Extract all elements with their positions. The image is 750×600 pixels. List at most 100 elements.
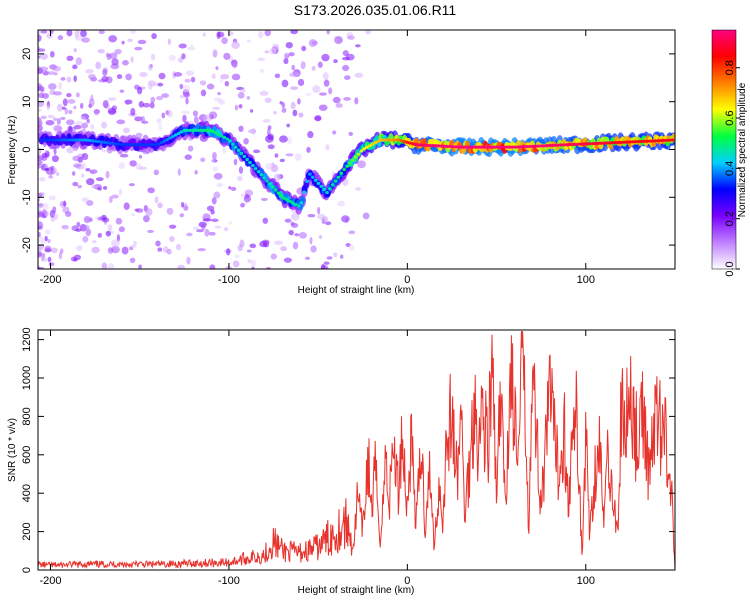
heatmap-noise-cell bbox=[155, 240, 161, 247]
heatmap-noise-cell bbox=[253, 149, 261, 154]
heatmap-ridge-core bbox=[111, 141, 115, 146]
heatmap-noise-cell bbox=[122, 59, 129, 66]
heatmap-noise-cell bbox=[325, 221, 332, 226]
heatmap-noise-cell bbox=[310, 245, 317, 253]
heatmap-noise-cell bbox=[211, 197, 217, 205]
heatmap-ridge-core bbox=[162, 139, 167, 143]
heatmap-ridge-core bbox=[359, 149, 364, 153]
heatmap-noise-cell bbox=[127, 38, 133, 43]
heatmap-noise-cell bbox=[75, 92, 80, 98]
heatmap-noise-cell bbox=[52, 206, 57, 214]
heatmap-noise-cell bbox=[157, 82, 164, 87]
heatmap-noise-cell bbox=[201, 224, 206, 230]
colorbar-ticks: 0.0 0.2 0.4 0.6 0.8 bbox=[724, 60, 740, 277]
heatmap-noise-cell bbox=[317, 61, 323, 68]
heatmap-noise-cell bbox=[50, 247, 58, 254]
heatmap-ridge-core bbox=[273, 188, 278, 192]
heatmap-noise-cell bbox=[116, 234, 120, 242]
heatmap-noise-cell bbox=[234, 254, 240, 259]
heatmap-noise-cell bbox=[66, 30, 73, 37]
heatmap-noise-cell bbox=[47, 256, 52, 263]
heatmap-noise-cell bbox=[320, 265, 329, 269]
heatmap-ridge-core bbox=[616, 140, 621, 145]
heatmap-ridge-core bbox=[479, 145, 484, 149]
heatmap-noise-cell bbox=[128, 183, 135, 187]
heatmap-ridge-core bbox=[71, 138, 75, 142]
heatmap-noise-cell bbox=[283, 52, 289, 59]
figure-title: S173.2026.035.01.06.R11 bbox=[294, 2, 457, 18]
heatmap-noise-cell bbox=[108, 196, 113, 204]
snr-xtick-label: -200 bbox=[39, 575, 61, 587]
heatmap-noise-cell bbox=[134, 84, 140, 90]
heatmap-noise-cell bbox=[68, 109, 73, 115]
heatmap-ridge-core bbox=[88, 138, 92, 143]
heatmap-ridge-core bbox=[119, 143, 124, 147]
heatmap-ridge-core bbox=[445, 144, 449, 148]
heatmap-noise-cell bbox=[38, 108, 42, 112]
heatmap-noise-cell bbox=[101, 262, 108, 269]
heatmap-noise-cell bbox=[173, 72, 183, 77]
heatmap-noise-cell bbox=[294, 233, 300, 237]
heatmap-noise-cell bbox=[39, 176, 46, 182]
heatmap-cells bbox=[38, 30, 675, 269]
heatmap-noise-cell bbox=[58, 251, 63, 260]
heatmap-noise-cell bbox=[73, 124, 82, 130]
heatmap-ridge-core bbox=[410, 142, 415, 146]
snr-ytick-label: 0 bbox=[21, 567, 33, 573]
heatmap-ridge-core bbox=[39, 138, 44, 142]
heatmap-noise-cell bbox=[285, 153, 294, 157]
heatmap-noise-cell bbox=[186, 256, 191, 265]
heatmap-noise-cell bbox=[154, 196, 159, 204]
heatmap-noise-cell bbox=[137, 39, 147, 45]
snr-xtick-label: -100 bbox=[218, 575, 240, 587]
heatmap-ridge-core bbox=[248, 160, 252, 165]
heatmap-ridge-core bbox=[125, 143, 130, 147]
heatmap-ridge-core bbox=[573, 142, 578, 146]
heatmap-ridge-core bbox=[625, 140, 629, 144]
spectrogram-ytick-label: -20 bbox=[21, 237, 33, 253]
heatmap-noise-cell bbox=[95, 61, 102, 70]
heatmap-noise-cell bbox=[105, 52, 111, 57]
heatmap-ridge-core bbox=[590, 142, 595, 146]
heatmap-ridge-core bbox=[99, 140, 104, 144]
heatmap-ridge-core bbox=[490, 145, 495, 149]
heatmap-ridge-core bbox=[256, 170, 261, 174]
heatmap-ridge-core bbox=[633, 140, 638, 144]
heatmap-noise-cell bbox=[119, 153, 129, 158]
heatmap-noise-cell bbox=[73, 258, 78, 262]
colorbar-gradient bbox=[711, 29, 737, 270]
heatmap-noise-cell bbox=[283, 57, 289, 65]
snr-ylabel: SNR (10 * v/v) bbox=[7, 418, 18, 482]
heatmap-noise-cell bbox=[220, 73, 230, 80]
snr-plot-area bbox=[38, 330, 675, 570]
heatmap-noise-cell bbox=[147, 82, 153, 90]
heatmap-ridge-core bbox=[650, 139, 655, 143]
heatmap-ridge-core bbox=[433, 144, 438, 148]
heatmap-ridge-core bbox=[222, 135, 227, 140]
heatmap-noise-cell bbox=[85, 167, 91, 172]
heatmap-noise-cell bbox=[202, 32, 206, 37]
heatmap-noise-cell bbox=[38, 231, 41, 237]
heatmap-noise-cell bbox=[40, 255, 46, 261]
heatmap-noise-cell bbox=[130, 56, 134, 63]
heatmap-noise-cell bbox=[72, 65, 77, 69]
heatmap-noise-cell bbox=[129, 257, 136, 264]
heatmap-noise-cell bbox=[90, 94, 94, 102]
heatmap-noise-cell bbox=[328, 87, 333, 95]
heatmap-ridge-core bbox=[305, 179, 309, 184]
heatmap-ridge-core bbox=[179, 130, 184, 134]
heatmap-noise-cell bbox=[203, 114, 212, 123]
heatmap-noise-cell bbox=[270, 253, 278, 260]
heatmap-noise-cell bbox=[75, 121, 83, 126]
heatmap-noise-cell bbox=[75, 228, 82, 232]
heatmap-ridge-core bbox=[356, 152, 361, 156]
heatmap-noise-cell bbox=[237, 175, 243, 182]
heatmap-ridge-core bbox=[645, 139, 649, 143]
heatmap-ridge-core bbox=[370, 142, 375, 146]
heatmap-noise-cell bbox=[249, 243, 257, 249]
heatmap-ridge-core bbox=[136, 143, 141, 147]
heatmap-ridge-core bbox=[91, 139, 95, 143]
heatmap-ridge-core bbox=[65, 138, 70, 142]
heatmap-noise-cell bbox=[204, 228, 210, 237]
